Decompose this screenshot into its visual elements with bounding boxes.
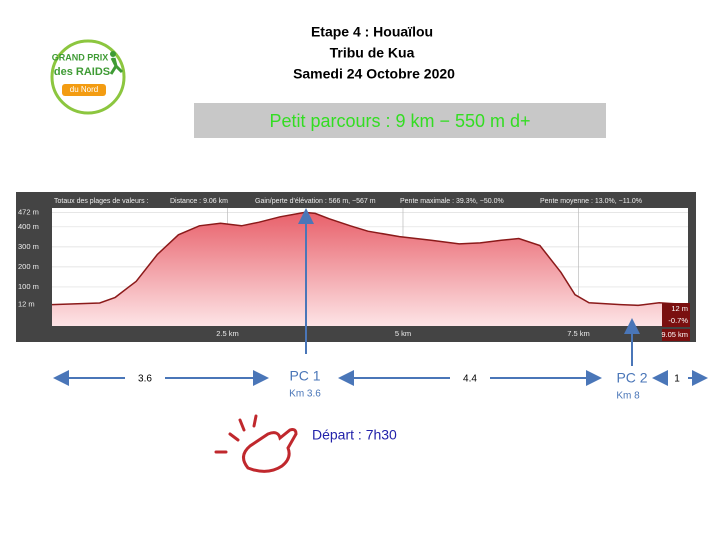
runner-head (110, 51, 116, 57)
elevation-line (51, 211, 689, 307)
y-tick-label: 200 m (18, 262, 39, 271)
title-line: Etape 4 : Houaïlou (311, 24, 433, 40)
readout-text: 12 m (671, 304, 688, 313)
annotations: 3.6 4.4 1 PC 1 Km 3.6 PC 2 Km 8 Départ :… (53, 208, 708, 473)
logo: GRAND PRIX des RAIDS du Nord (50, 39, 126, 115)
readout-box (662, 303, 690, 315)
title-line: Tribu de Kua (330, 45, 415, 61)
start-text: Départ : 7h30 (312, 427, 397, 443)
y-tick-label: 12 m (18, 300, 35, 309)
hand-icon (214, 414, 298, 473)
checkpoint-name: PC 1 (289, 368, 320, 384)
segment-label: 1 (674, 374, 680, 385)
checkpoint-km: Km 8 (616, 391, 640, 402)
x-tick-label: 7.5 km (567, 329, 590, 338)
logo-text: du Nord (70, 85, 98, 94)
stats-text: Totaux des plages de valeurs : (54, 198, 149, 205)
stats-text: Distance : 9.06 km (170, 198, 228, 205)
elevation-area (52, 212, 688, 326)
logo-text: GRAND PRIX (52, 52, 109, 62)
readout-box (662, 329, 690, 341)
runner (109, 57, 124, 75)
y-tick-label: 100 m (18, 282, 39, 291)
checkpoint-km: Km 3.6 (289, 389, 321, 400)
readout-text: -0.7% (668, 316, 688, 325)
stats-text: Pente moyenne : 13.0%, −11.0% (540, 198, 642, 205)
x-tick-label: 5 km (395, 329, 411, 338)
stats-text: Gain/perte d'élévation : 566 m, −567 m (255, 198, 376, 205)
checkpoint-name: PC 2 (616, 370, 647, 386)
y-tick-label: 472 m (18, 207, 39, 216)
logo-text: des RAIDS (54, 66, 110, 78)
y-tick-label: 300 m (18, 242, 39, 251)
logo-band (62, 84, 106, 96)
y-tick-label: 400 m (18, 222, 39, 231)
elevation-chart: Totaux des plages de valeurs : Distance :… (18, 198, 690, 341)
title-line: Samedi 24 Octobre 2020 (293, 66, 455, 82)
banner-box (194, 103, 606, 138)
x-tick-label: 2.5 km (216, 329, 239, 338)
readout-box (662, 315, 690, 327)
banner-text: Petit parcours : 9 km − 550 m d+ (269, 111, 530, 131)
segment-label: 4.4 (463, 374, 477, 385)
stats-text: Pente maximale : 39.3%, −50.0% (400, 198, 504, 205)
segment-label: 3.6 (138, 374, 152, 385)
readout-text: 9.05 km (661, 330, 688, 339)
